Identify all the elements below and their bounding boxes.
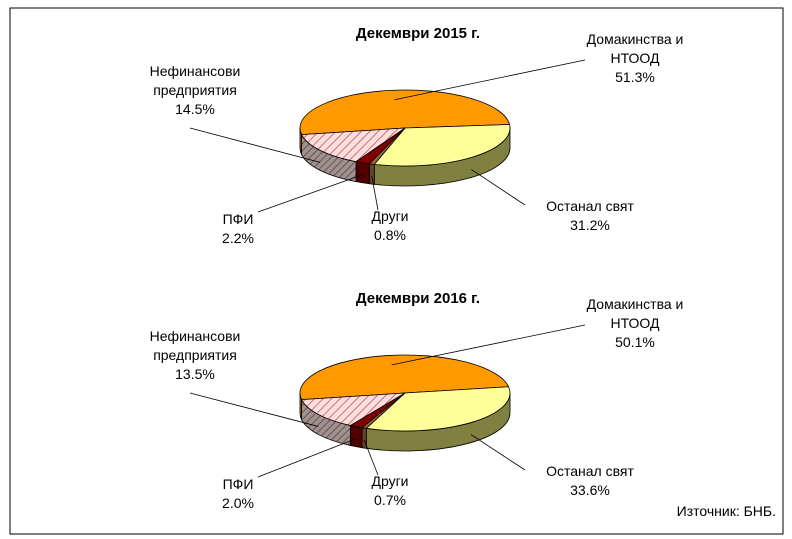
value-label: 13.5% [175, 366, 215, 382]
source: Източник: БНБ. [676, 503, 776, 519]
leader-line [471, 169, 526, 206]
slice [300, 392, 406, 426]
leader-line [363, 439, 379, 476]
leader-line [394, 59, 586, 101]
slice-label: Други 0.7% [328, 472, 452, 510]
value-label: 51.3% [615, 69, 655, 85]
value-label: 0.8% [374, 227, 406, 243]
slice-label: Нефинансови предприятия 13.5% [133, 327, 257, 384]
slice-label: Нефинансови предприятия 14.5% [133, 62, 257, 119]
value-label: 31.2% [570, 217, 610, 233]
slice-side [349, 424, 363, 449]
slice-label: Домакинства и НТООД 51.3% [573, 30, 697, 87]
category-label: Нефинансови предприятия [149, 328, 241, 363]
slice-label: Други 0.8% [328, 207, 452, 245]
category-label: ПФИ [222, 211, 254, 227]
value-label: 33.6% [570, 482, 610, 498]
value-label: 2.2% [222, 230, 254, 246]
category-label: Други [371, 208, 409, 224]
leader-line [470, 434, 526, 471]
chart-title: Декември 2015 г. [355, 25, 481, 42]
frame [9, 7, 784, 535]
category-label: Нефинансови предприятия [149, 63, 241, 98]
category-label: ПФИ [222, 476, 254, 492]
slice-label: Домакинства и НТООД 50.1% [573, 295, 697, 352]
category-label: Останал свят [546, 463, 634, 479]
slice [299, 89, 511, 136]
slice [365, 386, 511, 432]
value-label: 50.1% [615, 334, 655, 350]
slice-label: Останал свят 31.2% [528, 197, 652, 235]
leader-line [189, 392, 319, 427]
slice [373, 124, 511, 167]
value-label: 2.0% [222, 495, 254, 511]
slice-label: ПФИ 2.0% [176, 475, 300, 513]
value-label: 14.5% [175, 101, 215, 117]
slice-label: Останал свят 33.6% [528, 462, 652, 500]
slice [300, 127, 407, 163]
leader-line [257, 174, 363, 213]
leader-line [189, 127, 321, 163]
category-label: Останал свят [546, 198, 634, 214]
leader-line [371, 175, 379, 211]
category-label: Други [371, 473, 409, 489]
category-label: Домакинства и НТООД [586, 296, 684, 331]
slice-side [368, 163, 375, 185]
chart-title: Декември 2016 г. [355, 290, 481, 307]
slice-label: ПФИ 2.2% [176, 210, 300, 248]
leader-line [257, 438, 357, 478]
value-label: 0.7% [374, 492, 406, 508]
category-label: Домакинства и НТООД [586, 31, 684, 66]
leader-line [391, 324, 586, 366]
slice-side [355, 161, 370, 185]
slice-side [361, 427, 367, 449]
slice [299, 354, 510, 401]
